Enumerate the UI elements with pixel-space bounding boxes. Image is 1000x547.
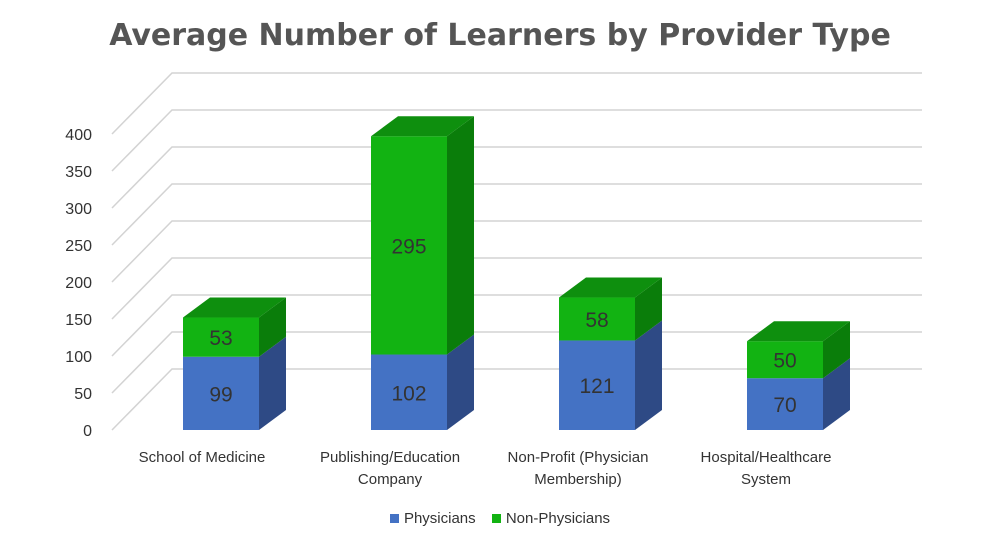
gridline (111, 294, 922, 357)
bar-side (259, 336, 286, 430)
y-tick-label: 300 (65, 201, 92, 218)
x-tick-label: Non-Profit (Physician (508, 449, 649, 466)
y-tick-label: 200 (65, 275, 92, 292)
x-tick-label: School of Medicine (139, 449, 266, 466)
bar-top (747, 321, 850, 342)
data-label: 70 (773, 394, 796, 417)
bar-side (447, 334, 474, 430)
y-tick-label: 100 (65, 349, 92, 366)
legend-item-physicians: Physicians (389, 510, 476, 527)
bar-top (183, 297, 286, 318)
y-tick-label: 150 (65, 312, 92, 329)
bar-group-publishing-education: 102 295 (371, 116, 474, 430)
gridline (111, 183, 922, 246)
bar-physicians (371, 354, 447, 430)
data-label: 53 (209, 327, 232, 350)
bar-layer: 99 53 102 295 121 58 70 50 (183, 116, 850, 430)
bar-group-school-of-medicine: 99 53 (183, 297, 286, 430)
bar-side (259, 297, 286, 357)
chart-title: Average Number of Learners by Provider T… (109, 18, 891, 53)
y-tick-label: 350 (65, 164, 92, 181)
gridline (111, 331, 922, 394)
x-tick-label: Hospital/Healthcare (701, 449, 832, 466)
gridline (111, 257, 922, 320)
bar-physicians (559, 340, 635, 430)
x-tick-label: System (741, 471, 791, 488)
bar-non-physicians (371, 136, 447, 355)
data-label: 58 (585, 309, 608, 332)
x-tick-label: Company (358, 471, 423, 488)
gridline (111, 220, 922, 283)
data-label: 295 (391, 235, 426, 258)
bar-side (635, 277, 662, 341)
legend-swatch-non-physicians (491, 514, 501, 523)
grid-layer (111, 72, 922, 431)
bar-side (635, 320, 662, 430)
data-label: 50 (773, 350, 796, 373)
y-tick-label: 400 (65, 127, 92, 144)
data-label: 102 (391, 382, 426, 405)
legend-label-physicians: Physicians (403, 510, 476, 527)
y-tick-label: 0 (83, 423, 92, 440)
bar-physicians (747, 378, 823, 430)
gridline (111, 368, 922, 431)
legend-swatch-physicians (389, 514, 399, 523)
bar-side (823, 321, 850, 379)
gridline (111, 72, 922, 135)
x-tick-label: Membership) (534, 471, 622, 488)
bar-non-physicians (747, 341, 823, 379)
bar-non-physicians (183, 317, 259, 357)
x-tick-label: Publishing/Education (320, 449, 460, 466)
bar-side (447, 116, 474, 355)
gridline (111, 109, 922, 172)
data-label: 121 (579, 375, 614, 398)
gridline (111, 146, 922, 209)
legend-label-non-physicians: Non-Physicians (505, 510, 611, 527)
bar-side (823, 358, 850, 430)
y-tick-label: 250 (65, 238, 92, 255)
bar-group-non-profit: 121 58 (559, 277, 662, 430)
data-label: 99 (209, 383, 232, 406)
legend: Physicians Non-Physicians (0, 510, 1000, 527)
bar-top (371, 116, 474, 137)
bar-group-hospital-healthcare: 70 50 (747, 321, 850, 430)
y-axis-ticks: 0 50 100 150 200 250 300 350 400 (65, 127, 92, 440)
x-axis-labels: School of Medicine Publishing/Education Co… (139, 449, 832, 488)
legend-item-non-physicians: Non-Physicians (491, 510, 611, 527)
bar-top (559, 277, 662, 298)
bar-physicians (183, 356, 259, 430)
bar-non-physicians (559, 297, 635, 341)
y-tick-label: 50 (74, 386, 92, 403)
